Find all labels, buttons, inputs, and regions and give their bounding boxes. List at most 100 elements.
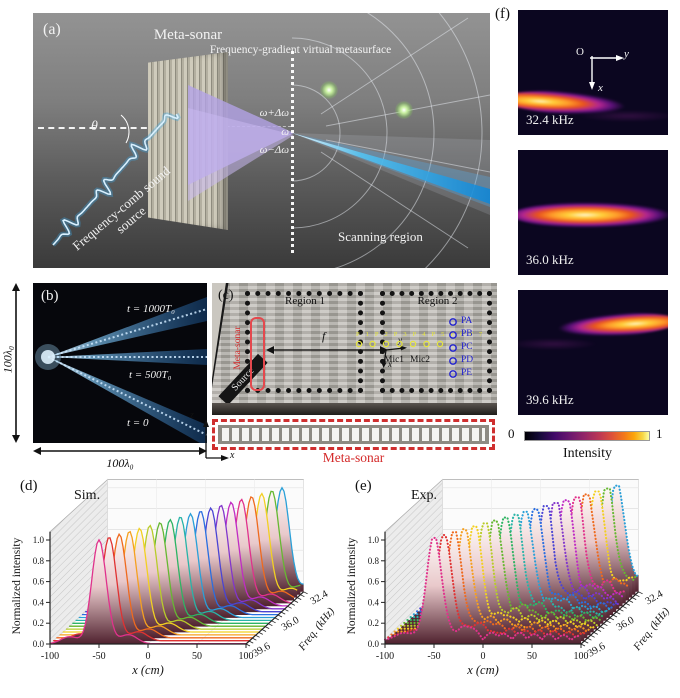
t1000-label: t = 1000T₀ — [127, 303, 175, 315]
axis-x-label: x — [598, 82, 603, 94]
svg-text:100: 100 — [239, 651, 254, 662]
heatmap-39-6khz: 39.6 kHz — [518, 290, 668, 415]
mic2-label: Mic2 — [410, 355, 431, 365]
metasurface-label: Frequency-gradient virtual metasurface — [209, 44, 392, 56]
colorbar-min: 0 — [508, 426, 515, 441]
strip-axis-z-label: z — [190, 410, 194, 421]
svg-text:-100: -100 — [376, 651, 394, 662]
strip-axis-x-label: x — [230, 450, 235, 461]
metasonar-marker — [250, 317, 265, 391]
svg-text:50: 50 — [527, 651, 537, 662]
svg-text:0.0: 0.0 — [33, 639, 45, 649]
axis-y-label: y — [624, 48, 629, 60]
strip-axes-icon — [203, 419, 229, 461]
svg-text:0.2: 0.2 — [33, 618, 44, 628]
svg-text:0: 0 — [146, 651, 151, 662]
svg-text:32.4: 32.4 — [644, 588, 666, 607]
target-glint-icon — [320, 81, 338, 99]
panel-e-exp-waterfall: 0.0 0.2 0.4 0.6 0.8 1.0 -100 -50 0 50 100 39.6 36.0 3… — [343, 476, 680, 698]
svg-text:36.0: 36.0 — [615, 615, 636, 634]
blue-point-label: PD — [461, 355, 474, 365]
colorbar-max: 1 — [656, 426, 663, 441]
panel-b-label: (b) — [41, 288, 59, 304]
heatmap-36-0khz: 36.0 kHz — [518, 150, 668, 275]
mic1-label: Mic1 — [384, 355, 405, 365]
svg-text:36.0: 36.0 — [280, 615, 301, 634]
svg-text:1.0: 1.0 — [33, 535, 45, 545]
svg-text:0.6: 0.6 — [33, 577, 45, 587]
blue-mic-circles — [449, 318, 457, 378]
svg-text:Freq. (kHz): Freq. (kHz) — [631, 605, 673, 654]
svg-text:0.4: 0.4 — [33, 597, 45, 607]
scanning-region-label: Scanning region — [338, 229, 423, 244]
svg-text:50: 50 — [192, 651, 202, 662]
focal-distance-arrow — [266, 346, 388, 354]
svg-text:0.6: 0.6 — [368, 577, 380, 587]
virtual-fan-lavender — [188, 108, 294, 201]
blue-point-label: PC — [461, 342, 473, 352]
panel-c-label: (c) — [218, 288, 234, 303]
yellow-mic-circles — [355, 340, 444, 348]
beam-echo — [518, 338, 598, 350]
freq-label: 36.0 kHz — [526, 252, 574, 267]
svg-text:0.8: 0.8 — [368, 556, 380, 566]
svg-text:Normalized intensity: Normalized intensity — [346, 537, 358, 634]
svg-text:-100: -100 — [41, 651, 59, 662]
c-axes-icon — [381, 345, 407, 368]
panel-b-height-arrow — [12, 283, 20, 443]
panel-e-label: (e) — [355, 478, 372, 494]
heatmap-32-4khz: O y x 32.4 kHz — [518, 10, 668, 135]
photo-floor-strip — [212, 403, 497, 415]
xy-axes-icon — [589, 55, 624, 90]
panel-b-width-label: 100λ₀ — [106, 456, 134, 470]
svg-text:0.4: 0.4 — [368, 597, 380, 607]
t500-label: t = 500T₀ — [129, 369, 172, 381]
strip-title: Meta-sonar — [322, 450, 385, 465]
theta-label: θ — [91, 119, 98, 134]
panel-b-width-arrow — [33, 447, 207, 455]
beam-soft — [292, 133, 490, 207]
svg-text:x (cm): x (cm) — [131, 663, 164, 677]
blue-point-label: PA — [461, 316, 473, 326]
blue-point-label: PE — [461, 368, 473, 378]
svg-text:0.0: 0.0 — [368, 639, 380, 649]
theta-angle-arc — [120, 114, 130, 144]
metasonar-strip-box — [212, 419, 495, 450]
panel-b-simulation: (b) t = 1000T₀ t = 500T₀ t = 0 — [33, 283, 207, 443]
svg-text:x (cm): x (cm) — [466, 663, 499, 677]
svg-text:100: 100 — [574, 651, 589, 662]
blue-point-label: PB — [461, 329, 473, 339]
svg-text:0.2: 0.2 — [368, 618, 379, 628]
svg-text:Freq. (kHz): Freq. (kHz) — [296, 605, 338, 654]
origin-label: O — [576, 46, 584, 58]
beam-t500 — [48, 349, 207, 365]
svg-text:Normalized intensity: Normalized intensity — [11, 537, 23, 634]
target-glint-icon — [395, 101, 413, 119]
svg-text:0.8: 0.8 — [33, 556, 45, 566]
t0-label: t = 0 — [127, 417, 149, 429]
freq-label: 32.4 kHz — [526, 112, 574, 127]
panel-d-label: (d) — [20, 478, 38, 494]
omega-label: ω — [281, 126, 289, 138]
metasonar-vertical-label: Meta-sonar — [233, 326, 243, 370]
panel-f-label: (f) — [495, 6, 510, 22]
svg-text:-50: -50 — [427, 651, 440, 662]
panel-a-label: (a) — [43, 21, 61, 38]
svg-text:32.4: 32.4 — [309, 588, 331, 607]
colorbar — [524, 431, 650, 441]
svg-text:1.0: 1.0 — [368, 535, 380, 545]
metasonar-title: Meta-sonar — [153, 27, 223, 43]
c-axis-x-label: x — [388, 359, 392, 369]
c-axis-y-label: y — [398, 335, 402, 345]
focal-distance-label: f — [322, 329, 326, 343]
beam-t0 — [48, 357, 207, 443]
exp-title: Exp. — [411, 488, 438, 503]
region-2-label: Region 2 — [417, 295, 458, 307]
metasonar-strip-bar — [218, 425, 489, 444]
freq-label: 39.6 kHz — [526, 392, 574, 407]
panel-a-schematic: (a) Meta-sonar Frequency-gradient virtua… — [33, 13, 490, 268]
beam-t1000 — [48, 297, 207, 357]
strip-slots — [222, 428, 485, 441]
